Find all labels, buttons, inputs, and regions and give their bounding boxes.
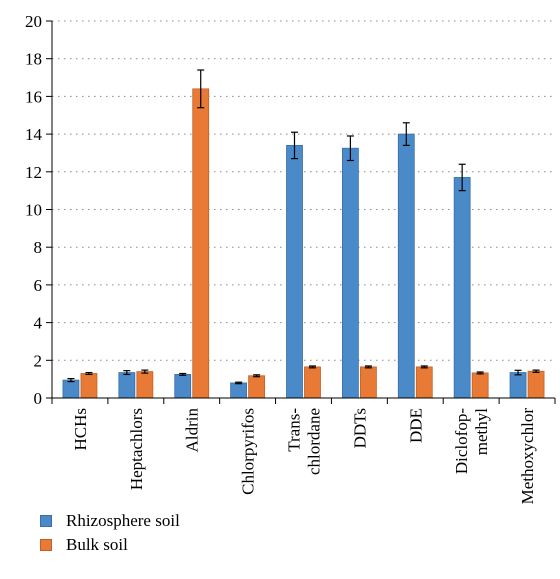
bar bbox=[192, 88, 210, 399]
bar bbox=[136, 371, 154, 399]
legend-item-rhizosphere: Rhizosphere soil bbox=[40, 509, 180, 533]
y-tick-label: 0 bbox=[34, 389, 43, 408]
legend: Rhizosphere soil Bulk soil bbox=[40, 509, 180, 557]
x-tick-label: methyl bbox=[472, 408, 491, 455]
bar bbox=[62, 379, 80, 399]
bar bbox=[453, 177, 471, 399]
bar bbox=[174, 374, 192, 399]
legend-swatch-rhizosphere bbox=[40, 515, 52, 527]
bar bbox=[304, 366, 321, 399]
bar bbox=[248, 375, 266, 399]
x-tick-label: HCHs bbox=[71, 408, 90, 451]
y-tick-label: 14 bbox=[25, 125, 43, 144]
bar bbox=[341, 147, 359, 399]
bar bbox=[286, 145, 303, 399]
y-tick-label: 8 bbox=[34, 238, 43, 257]
bar bbox=[230, 382, 248, 399]
legend-label-rhizosphere: Rhizosphere soil bbox=[66, 511, 180, 530]
x-tick-label: DDTs bbox=[350, 408, 369, 448]
x-tick-label: Heptachlors bbox=[127, 408, 146, 490]
bar bbox=[118, 372, 136, 399]
legend-item-bulk: Bulk soil bbox=[40, 533, 180, 557]
y-tick-label: 4 bbox=[34, 314, 43, 333]
y-tick-label: 20 bbox=[25, 12, 42, 31]
y-tick-label: 12 bbox=[25, 163, 42, 182]
bar bbox=[471, 372, 489, 399]
bar bbox=[80, 373, 98, 399]
x-tick-labels: HCHs Heptachlors Aldrin Chlorpyrifos Trans-c… bbox=[71, 408, 537, 505]
y-tick-label: 2 bbox=[34, 351, 43, 370]
x-tick-label: Chlorpyrifos bbox=[239, 408, 258, 495]
bar bbox=[397, 133, 415, 399]
x-tick-label: Methoxychlor bbox=[518, 408, 537, 505]
y-tick-label: 16 bbox=[25, 87, 42, 106]
y-tick-label: 10 bbox=[25, 201, 42, 220]
x-tick-label: chlordane bbox=[305, 408, 324, 475]
y-tick-labels: 0 2 4 6 8 10 12 14 16 18 20 bbox=[25, 12, 43, 408]
bar bbox=[359, 366, 377, 399]
x-tick-label: Aldrin bbox=[183, 408, 202, 453]
legend-label-bulk: Bulk soil bbox=[66, 535, 128, 554]
gridlines bbox=[52, 20, 555, 361]
legend-swatch-bulk bbox=[40, 539, 52, 551]
error-bars bbox=[67, 69, 540, 385]
bar bbox=[509, 372, 527, 399]
axes bbox=[46, 20, 556, 404]
x-tick-label: Diclofop- bbox=[452, 408, 471, 474]
y-tick-label: 18 bbox=[25, 50, 42, 69]
bar bbox=[527, 370, 545, 399]
bar-chart: 0 2 4 6 8 10 12 14 16 18 20 HCHs Heptachlors Aldrin C… bbox=[25, 12, 556, 505]
bar bbox=[415, 366, 433, 399]
x-tick-label: Trans- bbox=[285, 408, 304, 452]
y-tick-label: 6 bbox=[34, 276, 43, 295]
x-tick-label: DDE bbox=[406, 408, 425, 443]
bars bbox=[62, 88, 545, 399]
